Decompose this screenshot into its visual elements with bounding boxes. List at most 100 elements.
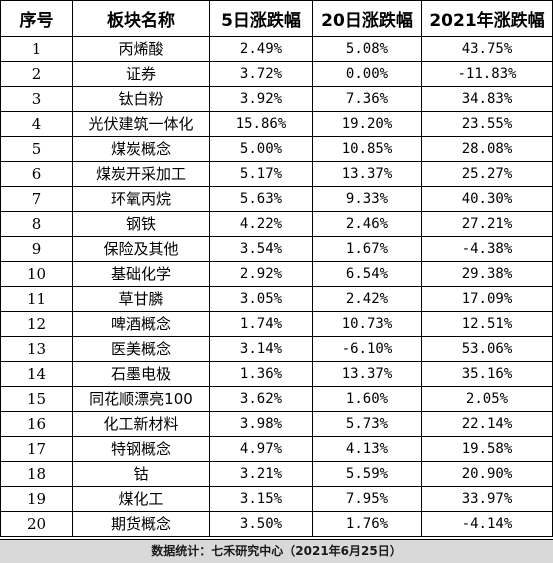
change-2021: 35.16% <box>421 361 553 387</box>
header-row: 序号 板块名称 5日涨跌幅 20日涨跌幅 2021年涨跌幅 <box>0 0 553 37</box>
change-2021: 29.38% <box>421 261 553 287</box>
source-footer: 数据统计：七禾研究中心（2021年6月25日） <box>0 539 553 563</box>
change-5day: 5.63% <box>209 186 313 212</box>
table-row: 11 草甘膦 3.05% 2.42% 17.09% <box>0 286 553 312</box>
change-20day: 5.08% <box>312 36 422 62</box>
row-index: 1 <box>0 36 73 62</box>
change-2021: 2.05% <box>421 386 553 412</box>
change-2021: 25.27% <box>421 161 553 187</box>
change-20day: 10.85% <box>312 136 422 162</box>
table-row: 17 特钢概念 4.97% 4.13% 19.58% <box>0 436 553 462</box>
sector-name: 石墨电极 <box>72 361 210 387</box>
change-5day: 3.62% <box>209 386 313 412</box>
change-20day: 13.37% <box>312 161 422 187</box>
table-row: 1 丙烯酸 2.49% 5.08% 43.75% <box>0 36 553 62</box>
row-index: 18 <box>0 461 73 487</box>
change-5day: 3.50% <box>209 511 313 537</box>
table-row: 18 钴 3.21% 5.59% 20.90% <box>0 461 553 487</box>
sector-name: 化工新材料 <box>72 411 210 437</box>
change-2021: 43.75% <box>421 36 553 62</box>
row-index: 4 <box>0 111 73 137</box>
sector-name: 光伏建筑一体化 <box>72 111 210 137</box>
row-index: 13 <box>0 336 73 362</box>
table-row: 20 期货概念 3.50% 1.76% -4.14% <box>0 511 553 537</box>
table-row: 12 啤酒概念 1.74% 10.73% 12.51% <box>0 311 553 337</box>
change-20day: 7.36% <box>312 86 422 112</box>
change-2021: 27.21% <box>421 211 553 237</box>
change-20day: 19.20% <box>312 111 422 137</box>
sector-name: 证券 <box>72 61 210 87</box>
sector-name: 钢铁 <box>72 211 210 237</box>
change-2021: 19.58% <box>421 436 553 462</box>
table-row: 10 基础化学 2.92% 6.54% 29.38% <box>0 261 553 287</box>
change-20day: 1.76% <box>312 511 422 537</box>
table-body: 1 丙烯酸 2.49% 5.08% 43.75% 2 证券 3.72% 0.00% -11.83%… <box>0 36 553 537</box>
change-2021: 23.55% <box>421 111 553 137</box>
sector-name: 保险及其他 <box>72 236 210 262</box>
header-5day-change: 5日涨跌幅 <box>209 0 313 37</box>
sector-name: 同花顺漂亮100 <box>72 386 210 412</box>
table-row: 8 钢铁 4.22% 2.46% 27.21% <box>0 211 553 237</box>
sector-performance-table: 序号 板块名称 5日涨跌幅 20日涨跌幅 2021年涨跌幅 1 丙烯酸 2.49% 5… <box>0 0 553 537</box>
change-2021: 53.06% <box>421 336 553 362</box>
sector-name: 煤炭开采加工 <box>72 161 210 187</box>
change-2021: 17.09% <box>421 286 553 312</box>
table-row: 16 化工新材料 3.98% 5.73% 22.14% <box>0 411 553 437</box>
row-index: 10 <box>0 261 73 287</box>
change-2021: 40.30% <box>421 186 553 212</box>
sector-name: 特钢概念 <box>72 436 210 462</box>
change-2021: 20.90% <box>421 461 553 487</box>
change-5day: 1.74% <box>209 311 313 337</box>
row-index: 17 <box>0 436 73 462</box>
change-5day: 1.36% <box>209 361 313 387</box>
row-index: 5 <box>0 136 73 162</box>
change-5day: 4.22% <box>209 211 313 237</box>
change-2021: 22.14% <box>421 411 553 437</box>
table-row: 4 光伏建筑一体化 15.86% 19.20% 23.55% <box>0 111 553 137</box>
change-5day: 3.92% <box>209 86 313 112</box>
sector-name: 钛白粉 <box>72 86 210 112</box>
row-index: 7 <box>0 186 73 212</box>
header-sector-name: 板块名称 <box>72 0 210 37</box>
change-5day: 5.17% <box>209 161 313 187</box>
row-index: 12 <box>0 311 73 337</box>
header-index: 序号 <box>0 0 73 37</box>
table-row: 5 煤炭概念 5.00% 10.85% 28.08% <box>0 136 553 162</box>
sector-name: 草甘膦 <box>72 286 210 312</box>
row-index: 6 <box>0 161 73 187</box>
change-20day: 1.60% <box>312 386 422 412</box>
table-row: 9 保险及其他 3.54% 1.67% -4.38% <box>0 236 553 262</box>
change-5day: 2.92% <box>209 261 313 287</box>
row-index: 9 <box>0 236 73 262</box>
change-2021: 28.08% <box>421 136 553 162</box>
change-20day: 1.67% <box>312 236 422 262</box>
change-5day: 15.86% <box>209 111 313 137</box>
row-index: 16 <box>0 411 73 437</box>
table-row: 14 石墨电极 1.36% 13.37% 35.16% <box>0 361 553 387</box>
table-row: 15 同花顺漂亮100 3.62% 1.60% 2.05% <box>0 386 553 412</box>
row-index: 11 <box>0 286 73 312</box>
change-20day: 5.59% <box>312 461 422 487</box>
change-20day: 7.95% <box>312 486 422 512</box>
table-row: 3 钛白粉 3.92% 7.36% 34.83% <box>0 86 553 112</box>
sector-name: 基础化学 <box>72 261 210 287</box>
header-2021-change: 2021年涨跌幅 <box>421 0 553 37</box>
change-2021: -11.83% <box>421 61 553 87</box>
row-index: 14 <box>0 361 73 387</box>
change-5day: 3.98% <box>209 411 313 437</box>
header-20day-change: 20日涨跌幅 <box>312 0 422 37</box>
table-row: 2 证券 3.72% 0.00% -11.83% <box>0 61 553 87</box>
row-index: 15 <box>0 386 73 412</box>
change-2021: -4.14% <box>421 511 553 537</box>
row-index: 2 <box>0 61 73 87</box>
table-row: 6 煤炭开采加工 5.17% 13.37% 25.27% <box>0 161 553 187</box>
row-index: 20 <box>0 511 73 537</box>
change-20day: 5.73% <box>312 411 422 437</box>
change-20day: 6.54% <box>312 261 422 287</box>
change-2021: 33.97% <box>421 486 553 512</box>
change-2021: 12.51% <box>421 311 553 337</box>
sector-name: 钴 <box>72 461 210 487</box>
table-row: 19 煤化工 3.15% 7.95% 33.97% <box>0 486 553 512</box>
sector-name: 丙烯酸 <box>72 36 210 62</box>
